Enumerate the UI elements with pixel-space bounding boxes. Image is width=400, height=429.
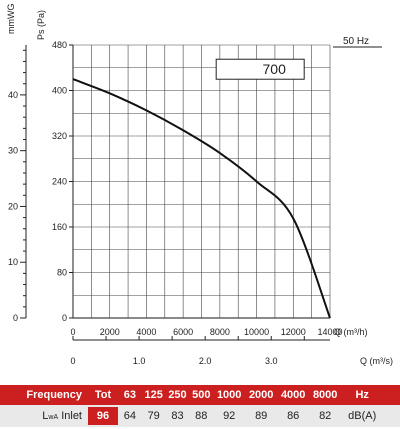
grid: [72, 44, 331, 319]
lwa-main: L: [42, 410, 49, 422]
band-500: 500: [192, 389, 211, 401]
x-tick-label: 12000: [281, 327, 306, 337]
fan-curve-chart: 0 1.0 2.0 3.0 0 10 20 30 40 0 80 160 240 320 400 480 0 2…: [6, 4, 393, 367]
x-tick-label: 2000: [100, 327, 120, 337]
lwa-label: LwA Inlet: [0, 410, 88, 422]
value-250: 83: [171, 410, 184, 422]
value-125: 79: [147, 410, 160, 422]
y-tick-label: 480: [52, 40, 67, 50]
lwa-suffix: Inlet: [58, 410, 82, 422]
x-tick-label: 0: [70, 327, 75, 337]
qs-tick-label: 2.0: [199, 356, 212, 366]
band-63: 63: [123, 389, 137, 401]
mmwg-tick-label: 10: [8, 257, 18, 267]
qs-tick-label: 0: [70, 356, 75, 366]
series-label-box: [215, 58, 305, 80]
x-tick-label: 10000: [244, 327, 269, 337]
y-tick-label: 80: [57, 268, 67, 278]
x-tick-label: 8000: [210, 327, 230, 337]
mmwg-tick-label: 30: [8, 146, 18, 156]
mmwg-tick-label: 0: [13, 313, 18, 323]
lwa-row: LwA Inlet 96 64 79 83 88 92 89 86 82 dB(…: [0, 405, 400, 427]
value-4000: 86: [287, 410, 300, 422]
frequency-header: Frequency: [26, 389, 82, 401]
x-tick-label: 4000: [136, 327, 156, 337]
band-2000: 2000: [248, 389, 274, 401]
curve-layer: 700: [72, 58, 331, 319]
value-1000: 92: [223, 410, 236, 422]
x-tick-label: 14000: [317, 327, 342, 337]
band-125: 125: [144, 389, 163, 401]
fan-curve-700: [72, 78, 331, 319]
band-8000: 8000: [312, 389, 338, 401]
value-2000: 89: [255, 410, 268, 422]
axis-titles: mmWG Ps (Pa) Q (m³/h) Q (m³/s) 50 Hz: [6, 4, 393, 367]
y-tick-label: 160: [52, 222, 67, 232]
y-tick-label: 240: [52, 177, 67, 187]
lwa-sub: wA: [48, 414, 59, 421]
mmwg-tick-label: 20: [8, 201, 18, 211]
tick-labels: 0 80 160 240 320 400 480 0 2000 4000 6000 8000 10000…: [52, 40, 343, 337]
qs-tick-label: 3.0: [265, 356, 278, 366]
ps-axis-title: Ps (Pa): [36, 10, 46, 40]
mmwg-axis-title: mmWG: [6, 4, 16, 35]
dba-unit: dB(A): [348, 410, 377, 422]
qs-tick-label: 1.0: [133, 356, 146, 366]
series-label-700: 700: [263, 61, 287, 77]
tot-value: 96: [88, 407, 118, 425]
y-tick-label: 0: [62, 313, 67, 323]
mmwg-axis: 0 1.0 2.0 3.0 0 10 20 30 40: [8, 45, 330, 366]
value-8000: 82: [319, 410, 332, 422]
frequency-row: Frequency Tot 63 125 250 500 1000 2000 4…: [0, 385, 400, 405]
mmwg-tick-label: 40: [8, 90, 18, 100]
value-63: 64: [123, 410, 137, 422]
sound-table: Frequency Tot 63 125 250 500 1000 2000 4…: [0, 385, 400, 427]
x-tick-label: 6000: [173, 327, 193, 337]
value-500: 88: [195, 410, 208, 422]
tot-header: Tot: [94, 389, 112, 401]
qs-axis-title: Q (m³/s): [360, 356, 393, 366]
band-1000: 1000: [216, 389, 242, 401]
qh-axis-title: Q (m³/h): [334, 327, 368, 337]
band-250: 250: [168, 389, 187, 401]
y-tick-label: 320: [52, 131, 67, 141]
band-4000: 4000: [280, 389, 306, 401]
y-tick-label: 400: [52, 86, 67, 96]
hz-unit: Hz: [355, 389, 369, 401]
frequency-label: 50 Hz: [343, 36, 369, 47]
